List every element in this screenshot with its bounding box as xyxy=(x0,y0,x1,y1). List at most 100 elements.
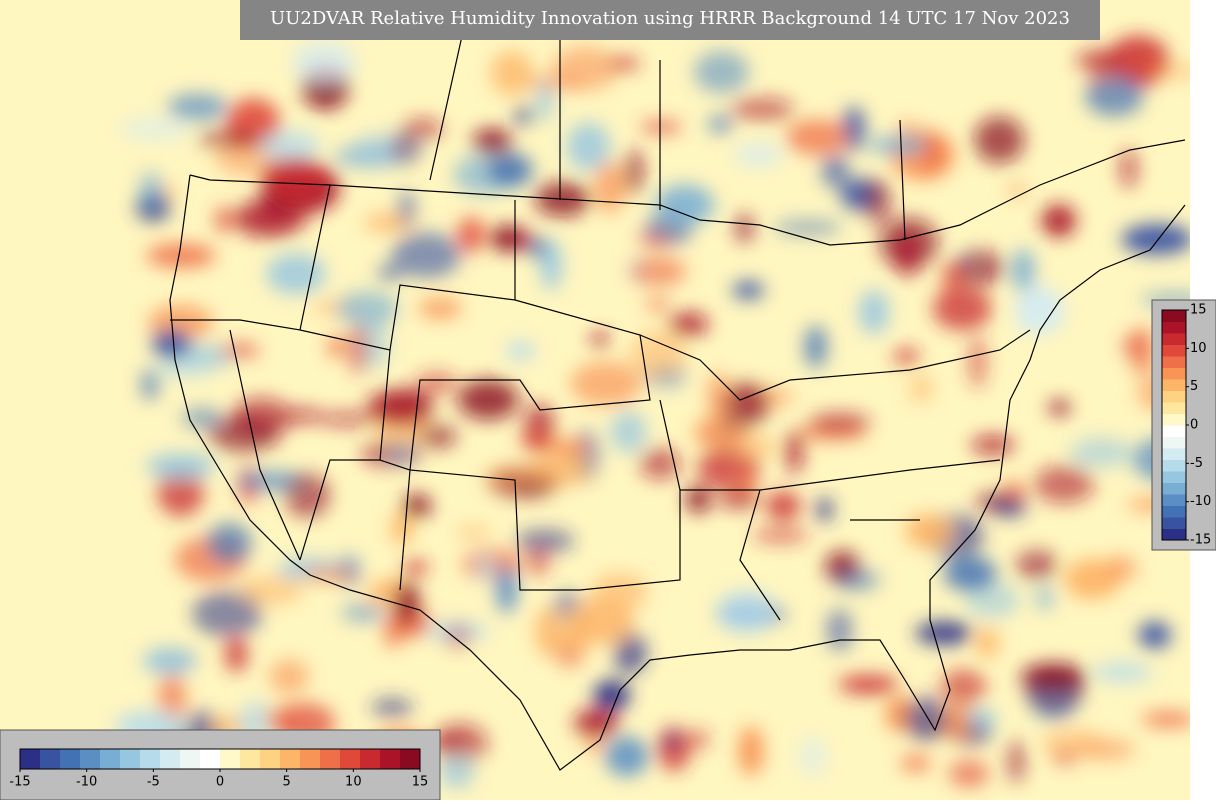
field-blob xyxy=(391,232,462,279)
colorbar-segment xyxy=(1162,436,1186,449)
field-blob xyxy=(259,130,320,162)
field-blob xyxy=(799,735,826,778)
colorbar-segment xyxy=(1162,425,1186,437)
field-blob xyxy=(594,161,626,213)
field-blob xyxy=(192,590,263,637)
field-blob xyxy=(456,525,491,540)
field-blob xyxy=(139,170,163,212)
field-blob xyxy=(1015,549,1059,580)
field-blob xyxy=(1077,739,1136,760)
field-blob xyxy=(551,46,619,91)
field-blob xyxy=(423,621,490,640)
vertical-colorbar: -15 -10 -5 0 5 10 15 xyxy=(1161,303,1211,548)
field-blob xyxy=(1041,204,1077,237)
field-blob xyxy=(266,253,326,295)
field-blob xyxy=(738,726,764,776)
colorbar-segment xyxy=(1162,367,1186,380)
field-blob xyxy=(415,372,458,394)
field-blob xyxy=(716,590,777,634)
field-blob xyxy=(991,496,1027,517)
field-blob xyxy=(261,157,329,198)
field-blob xyxy=(328,336,345,358)
field-blob xyxy=(864,179,892,225)
field-blob xyxy=(487,153,533,188)
field-blob xyxy=(976,627,999,659)
field-blob xyxy=(376,267,403,280)
field-blob xyxy=(892,347,920,365)
field-blob xyxy=(1085,75,1144,117)
field-blob xyxy=(547,438,592,456)
colorbar-segment xyxy=(40,749,61,769)
colorbar-segment xyxy=(100,749,121,769)
field-blob xyxy=(590,332,609,347)
colorbar-segment xyxy=(1162,505,1186,518)
field-blob xyxy=(196,130,262,148)
colorbar-segment xyxy=(1162,321,1186,334)
field-blob xyxy=(142,647,197,675)
field-blob xyxy=(515,529,575,553)
colorbar-segment xyxy=(1162,379,1186,391)
field-blob xyxy=(1104,555,1138,582)
field-blob xyxy=(624,149,644,195)
field-blob xyxy=(784,430,804,474)
field-blob xyxy=(371,697,414,718)
field-blob xyxy=(858,289,890,335)
colorbar-segment xyxy=(1162,390,1186,403)
colorbar-segment xyxy=(1162,333,1186,345)
field-blob xyxy=(932,286,992,331)
field-blob xyxy=(457,379,519,420)
field-blob xyxy=(394,581,420,625)
field-blob xyxy=(838,675,899,694)
field-blob xyxy=(513,105,534,126)
field-blob xyxy=(821,154,849,188)
field-blob xyxy=(785,119,850,156)
field-blob xyxy=(540,239,562,290)
tick-label: -5 xyxy=(1190,456,1203,471)
field-blob xyxy=(418,297,462,320)
field-blob xyxy=(948,760,990,788)
colorbar-segment xyxy=(200,749,221,769)
tick-label: -5 xyxy=(147,775,160,790)
colorbar-segment xyxy=(20,749,41,769)
field-blob xyxy=(910,374,933,403)
field-blob xyxy=(655,184,715,225)
field-blob xyxy=(1014,285,1065,335)
colorbar-segment xyxy=(1162,517,1186,529)
tick-label: 0 xyxy=(1190,418,1198,433)
field-blob xyxy=(1007,739,1025,784)
field-blob xyxy=(733,142,784,168)
field-blob xyxy=(900,755,931,772)
field-blob xyxy=(521,432,554,451)
colorbar-segment xyxy=(1162,528,1186,541)
field-blob xyxy=(645,297,671,313)
tick-label: 10 xyxy=(345,775,362,790)
colorbar-segment xyxy=(120,749,141,769)
field-blob xyxy=(269,659,309,695)
field-blob xyxy=(535,607,563,657)
field-blob xyxy=(923,133,942,173)
colorbar-segment xyxy=(380,749,401,769)
colorbar-segment xyxy=(1162,494,1186,506)
map-title: UU2DVAR Relative Humidity Innovation usi… xyxy=(270,8,1070,29)
field-blob xyxy=(1020,663,1087,691)
field-blob xyxy=(954,249,1005,286)
field-blob xyxy=(971,436,1015,454)
tick-label: -15 xyxy=(1190,533,1211,548)
colorbar-segment xyxy=(1162,459,1186,472)
field-blob xyxy=(610,411,647,453)
colorbar-segment xyxy=(1162,482,1186,495)
field-blob xyxy=(318,412,375,427)
field-blob xyxy=(939,703,976,741)
colorbar-segment xyxy=(220,749,241,769)
field-blob xyxy=(167,93,228,121)
boundaries xyxy=(169,0,1186,771)
field-blob xyxy=(943,556,997,592)
colorbar-segment xyxy=(60,749,81,769)
field-blob xyxy=(141,368,159,401)
colorbar-segment xyxy=(1162,356,1186,368)
field-blob xyxy=(206,522,252,564)
colorbar-segment xyxy=(320,749,341,769)
field-blob xyxy=(1141,712,1196,727)
field-blob xyxy=(593,680,631,711)
horizontal-colorbar: -15 -10 -5 0 5 10 15 xyxy=(9,748,428,790)
